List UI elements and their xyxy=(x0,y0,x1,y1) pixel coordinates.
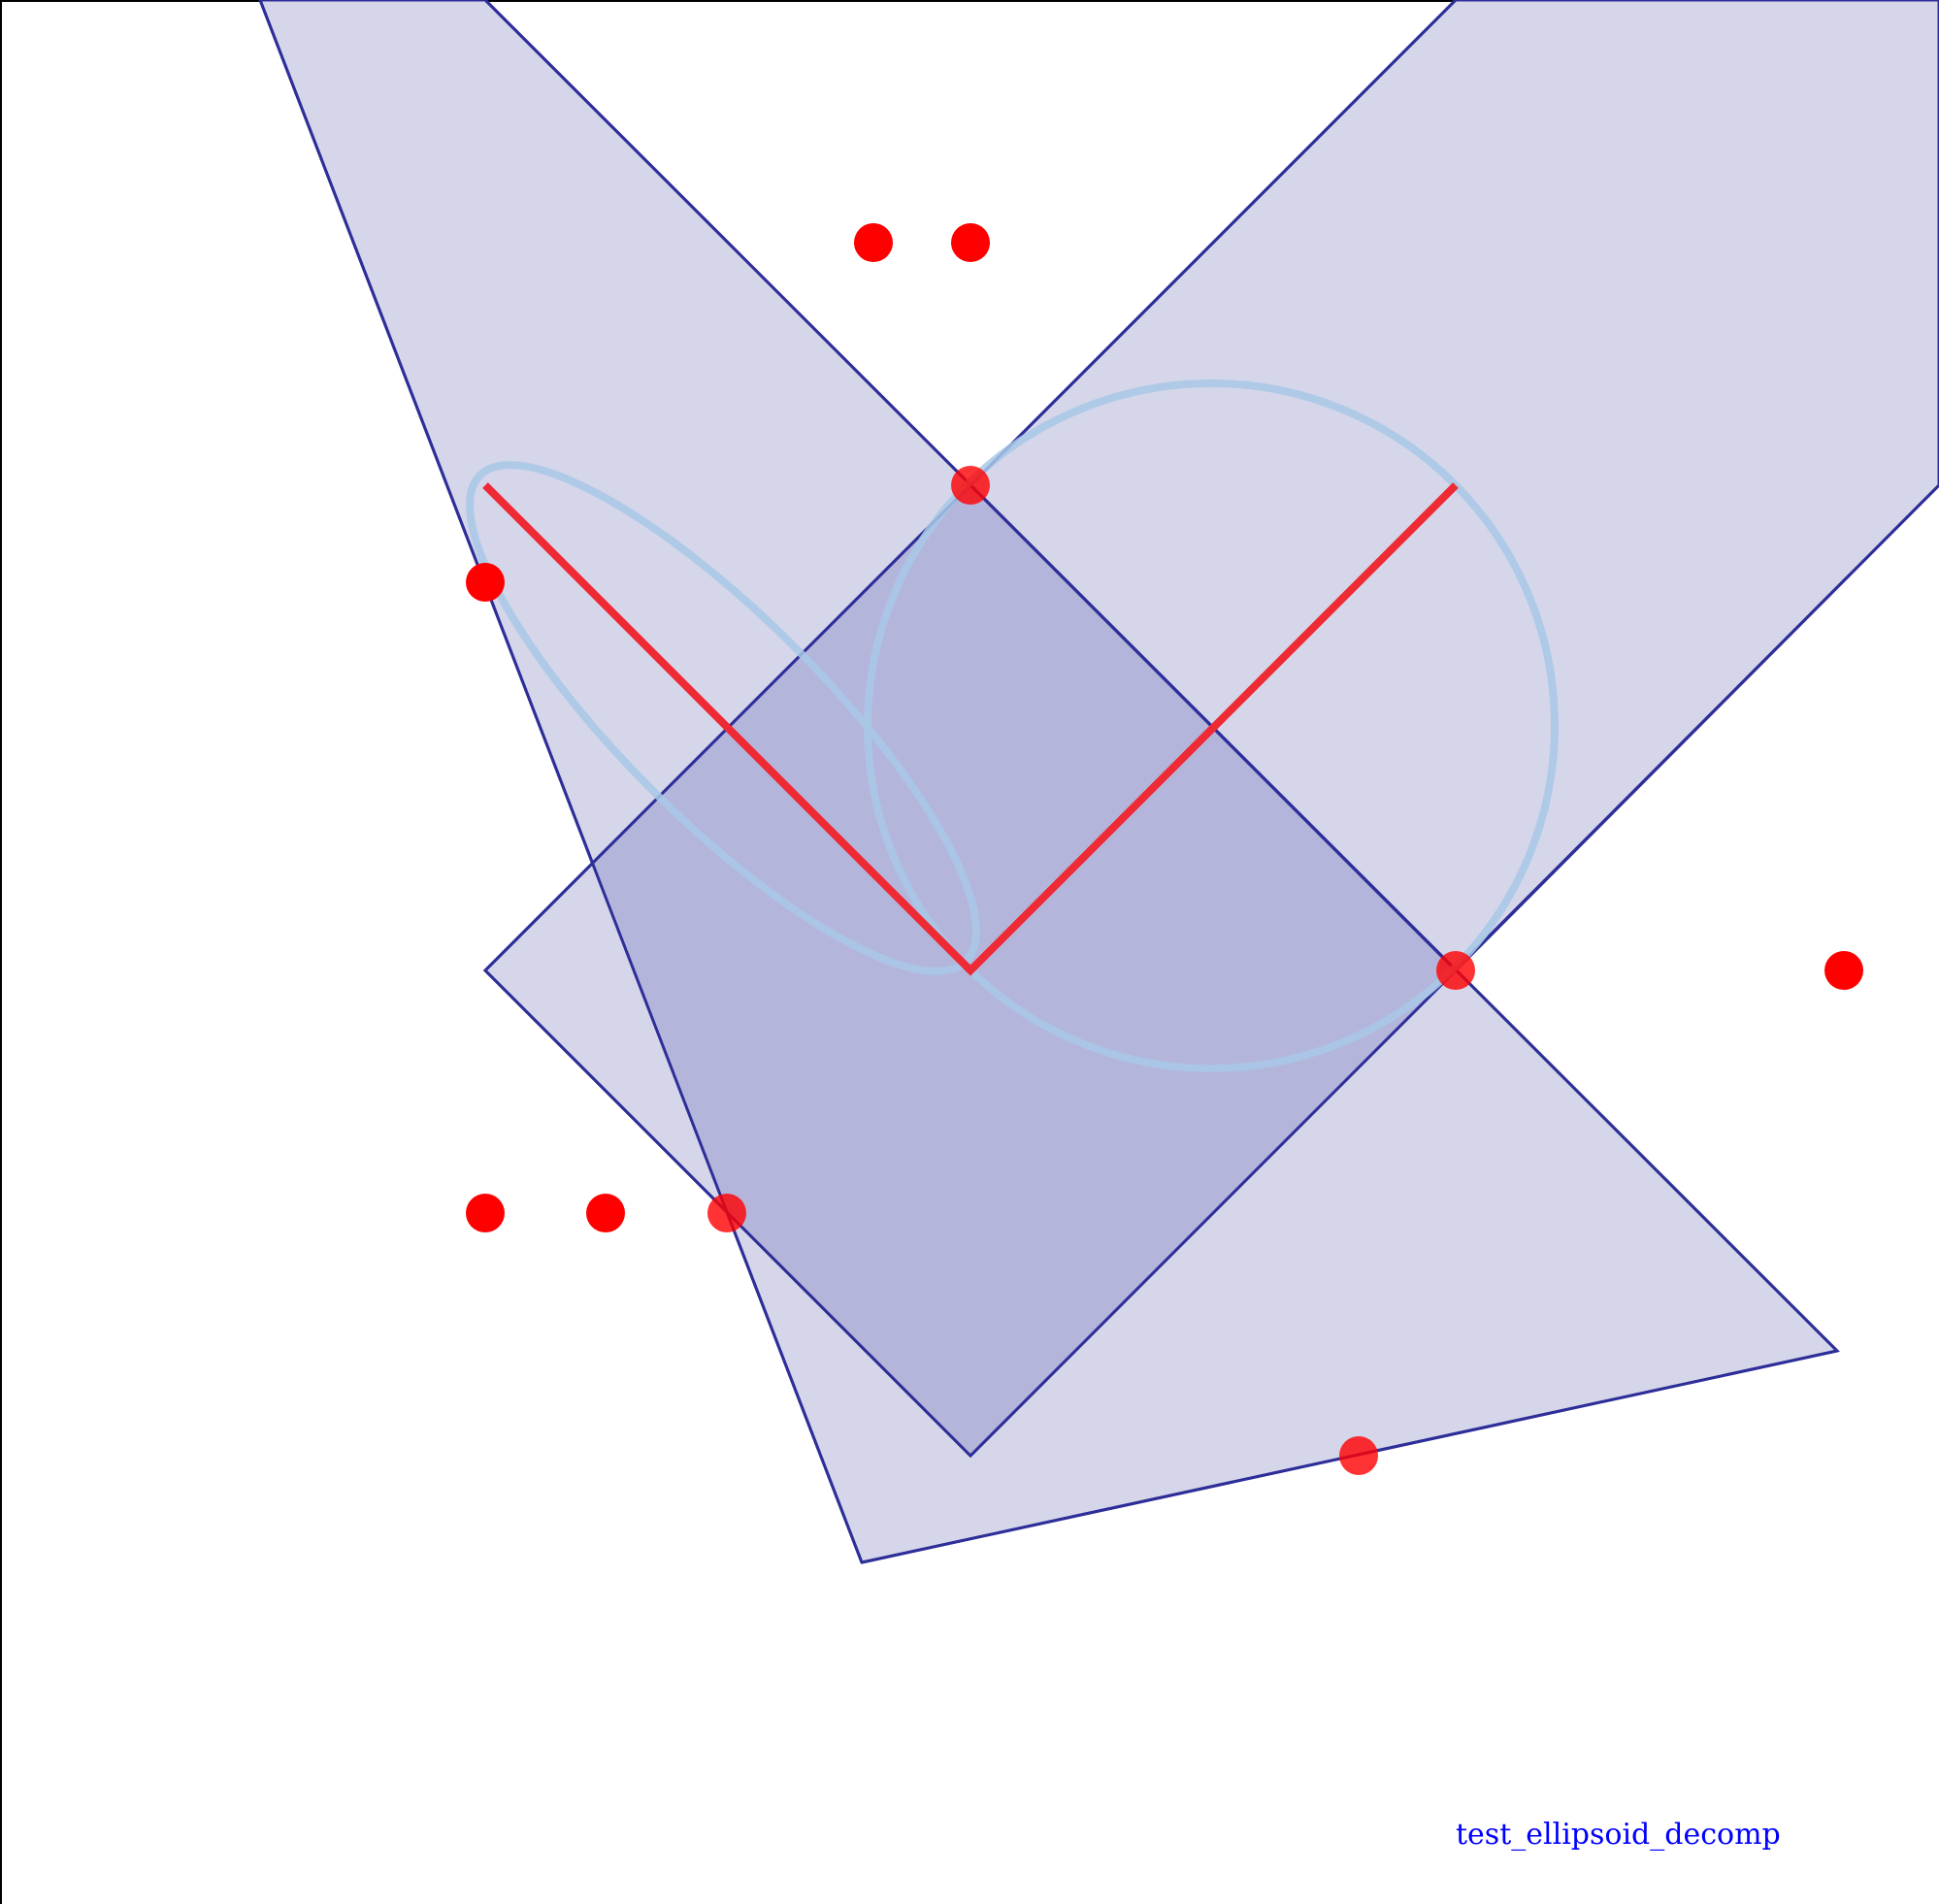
obstacle-point xyxy=(466,1194,505,1232)
obstacle-point xyxy=(707,1194,746,1232)
figure-caption: test_ellipsoid_decomp xyxy=(1456,1818,1781,1852)
obstacle-point xyxy=(951,466,990,505)
polygon-edge-corridor-bottom xyxy=(1454,483,1939,972)
obstacle-points xyxy=(466,223,1863,1475)
planned-path xyxy=(482,482,1459,976)
obstacle-point xyxy=(1824,951,1863,990)
obstacle-point xyxy=(466,563,505,602)
ellipsoid-right xyxy=(864,379,1559,1072)
obstacle-point xyxy=(951,223,990,262)
obstacle-point xyxy=(1339,1436,1378,1475)
obstacle-point xyxy=(854,223,893,262)
decomposition-polygons xyxy=(258,0,1939,1564)
polygon-edge-diagonal xyxy=(483,0,1839,1353)
path-segments xyxy=(482,482,1459,976)
polygon-overlap-region xyxy=(593,485,1456,1456)
obstacle-point xyxy=(1436,951,1475,990)
polygon-edge-steep xyxy=(258,0,864,1563)
obstacle-point xyxy=(586,1194,625,1232)
polygon-edge-corridor-top xyxy=(969,0,1458,487)
